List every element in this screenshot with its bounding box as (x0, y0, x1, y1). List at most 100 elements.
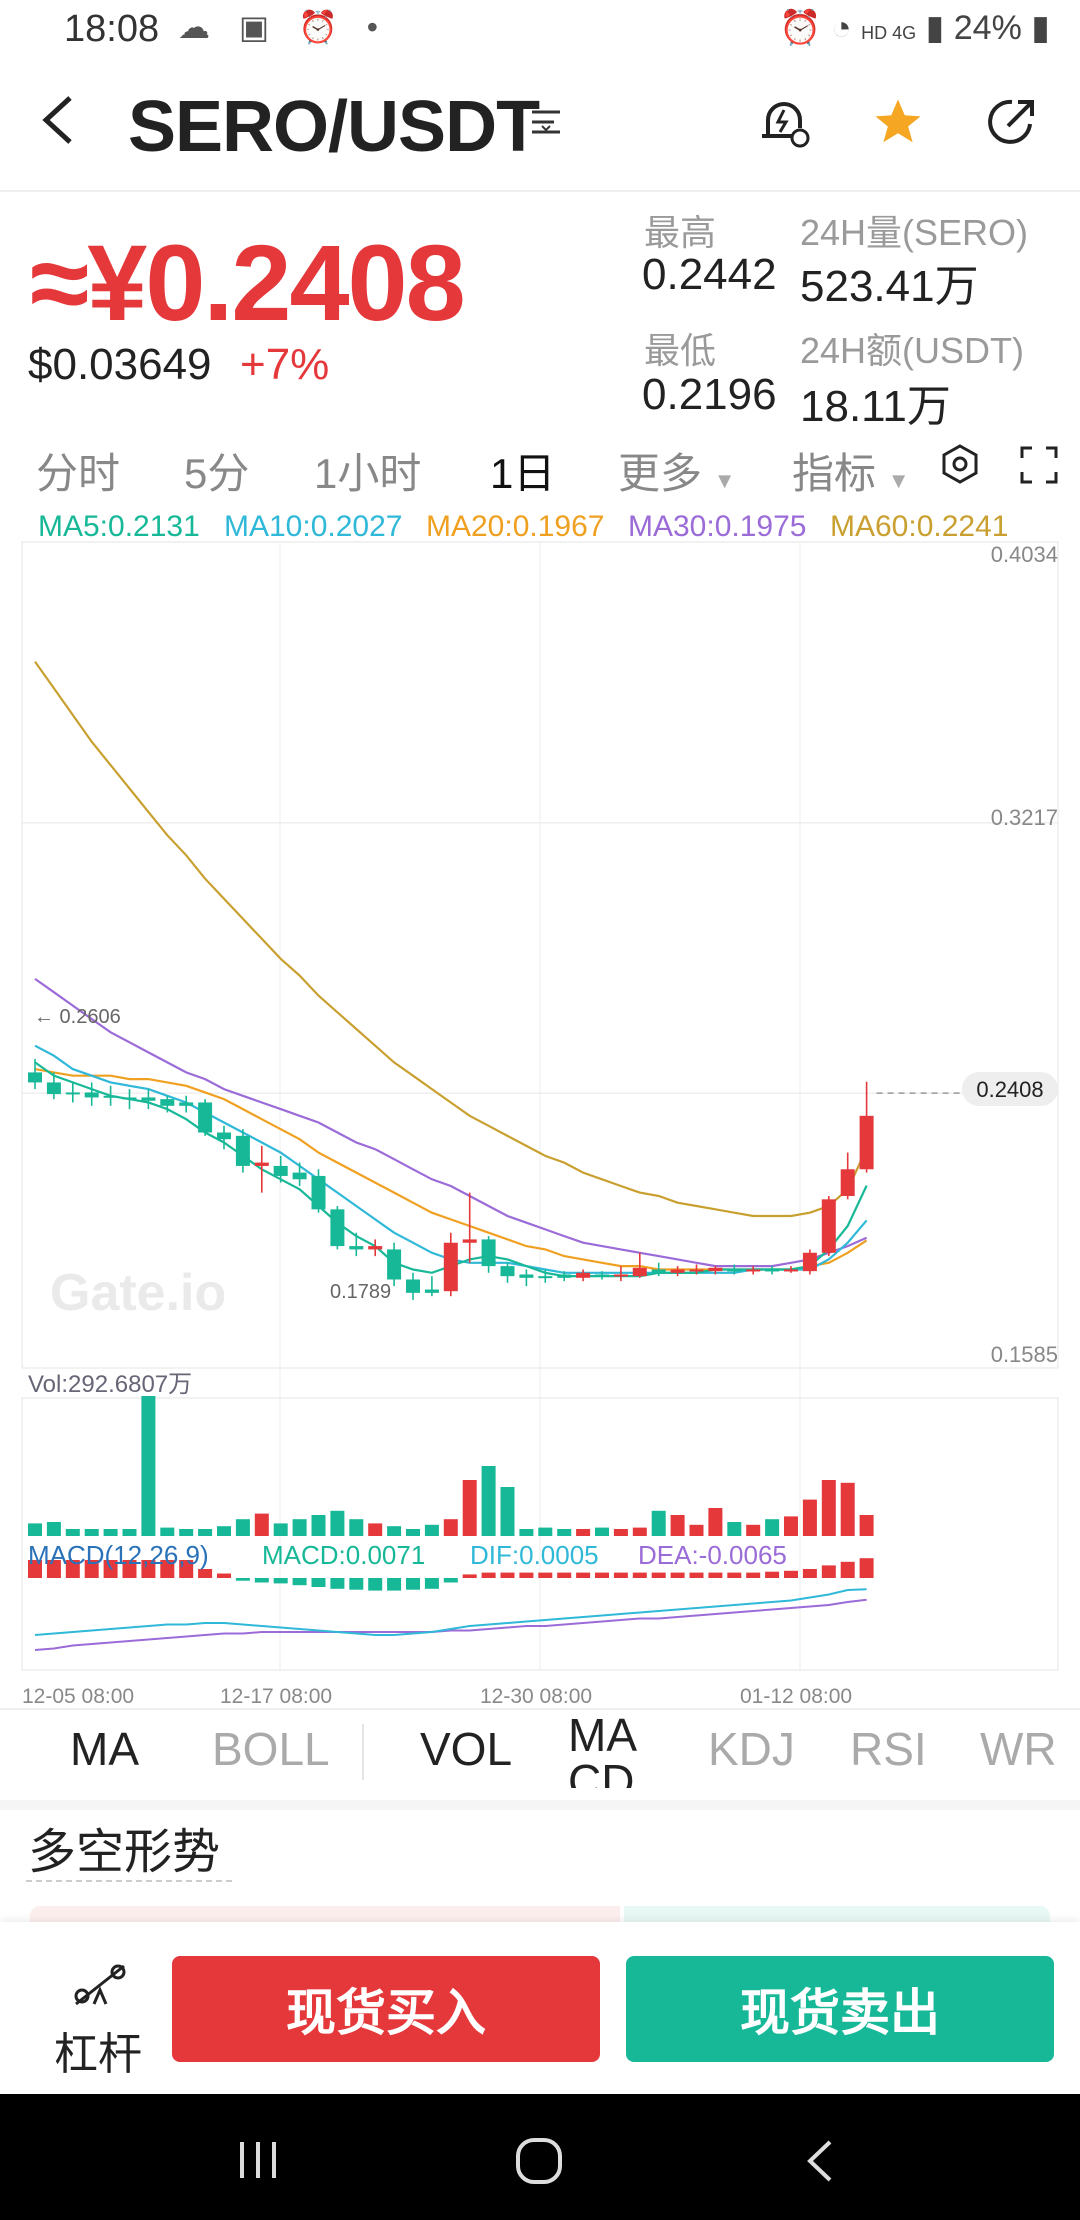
macd-bar (198, 1569, 213, 1578)
ma-lines (34, 660, 868, 1278)
battery-icon: ▮ (1031, 9, 1050, 47)
pair-title[interactable]: SERO/USDT (128, 87, 540, 167)
y-tick-label: 0.3217 (991, 805, 1058, 830)
network-type: HD 4G (861, 23, 917, 43)
section-underline (26, 1880, 232, 1882)
status-time: 18:08 (64, 8, 160, 50)
candle-body (595, 1274, 609, 1277)
volume-bar (595, 1527, 609, 1536)
macd-bar (689, 1572, 704, 1578)
back-icon[interactable] (38, 90, 78, 160)
candle-body (576, 1272, 591, 1278)
leverage-label[interactable]: 杠杆 (54, 2030, 142, 2079)
volume-bar (708, 1508, 723, 1536)
chart-grid (21, 541, 1059, 1671)
volume-bar (821, 1480, 836, 1536)
tab-1day[interactable]: 1日 (490, 450, 556, 497)
macd-bar (273, 1578, 288, 1584)
spot-buy-button[interactable]: 现货买入 (172, 1956, 600, 2062)
candle-body (519, 1274, 534, 1278)
last-price-tag (962, 1072, 1058, 1106)
candle-body (651, 1269, 666, 1273)
tab-1hour[interactable]: 1小时 (314, 450, 422, 497)
tab-wr[interactable]: WR (980, 1723, 1057, 1775)
volume-bar (424, 1524, 439, 1536)
macd-bar (349, 1578, 364, 1590)
ma30-line (34, 978, 868, 1268)
candle-body (387, 1249, 402, 1280)
volume-bar (387, 1526, 402, 1536)
volume-bar (46, 1522, 61, 1536)
dif-value: DIF:0.0005 (470, 1540, 599, 1570)
volume-bar (651, 1510, 666, 1536)
volume-bars (28, 1396, 874, 1536)
macd-bar (330, 1578, 345, 1589)
volume-bar (519, 1529, 534, 1536)
chevron-down-icon: ▼ (713, 468, 736, 493)
tab-boll[interactable]: BOLL (212, 1723, 330, 1775)
candle-body (689, 1269, 704, 1272)
tab-ma[interactable]: MA (70, 1723, 139, 1775)
volume-bar (632, 1527, 647, 1536)
alert-icon[interactable] (752, 90, 816, 154)
tab-more[interactable]: 更多 ▼ (618, 440, 735, 501)
macd-bar (557, 1572, 572, 1578)
share-icon[interactable] (980, 90, 1044, 154)
home-icon[interactable] (514, 2136, 564, 2186)
volume-bar (330, 1510, 345, 1536)
volume-bar (273, 1523, 288, 1536)
x-tick-label: 12-30 08:00 (480, 1685, 592, 1708)
tab-timeshare[interactable]: 分时 (36, 450, 121, 497)
macd-bar (406, 1578, 420, 1590)
high-marker: ← 0.2606 (34, 1006, 121, 1028)
volume-bar (689, 1524, 704, 1536)
candle-body (122, 1097, 137, 1100)
macd-bar (576, 1572, 591, 1578)
tab-5min[interactable]: 5分 (184, 450, 250, 497)
ma5-legend: MA5:0.2131 (38, 510, 200, 543)
volume-bar (368, 1523, 383, 1536)
back-nav-icon[interactable] (800, 2138, 840, 2184)
volume-bar (198, 1529, 213, 1536)
candle-body (235, 1135, 250, 1166)
candle-body (198, 1102, 213, 1133)
tab-vol[interactable]: VOL (420, 1723, 513, 1775)
volume-bar (557, 1529, 572, 1536)
volume-bar (727, 1522, 742, 1536)
candle-body (217, 1132, 231, 1140)
candle-body (65, 1092, 80, 1095)
volume-bar (784, 1516, 798, 1536)
star-icon[interactable] (866, 90, 930, 154)
spot-sell-button[interactable]: 现货卖出 (626, 1956, 1054, 2062)
settings-icon[interactable] (940, 444, 980, 489)
candle-body (500, 1266, 515, 1277)
recent-apps-icon[interactable] (234, 2140, 282, 2180)
macd-histogram (28, 1558, 874, 1651)
tab-macd[interactable]: MACD (568, 1712, 637, 1788)
macd-bar (765, 1571, 780, 1578)
tab-kdj[interactable]: KDJ (708, 1723, 795, 1775)
fullscreen-icon[interactable] (1020, 446, 1058, 489)
candle-body (28, 1072, 42, 1083)
status-bar: 18:08 ☁ ▣ ⏰ • ⏰ ◔ HD 4G ▮ 24% ▮ (0, 0, 1080, 62)
macd-bar (160, 1560, 175, 1578)
macd-bar (387, 1578, 402, 1591)
tab-rsi[interactable]: RSI (850, 1723, 927, 1775)
wifi-icon: ◔ (831, 9, 852, 47)
macd-bar (368, 1578, 383, 1591)
candlestick-chart[interactable]: Gate.io 0.4034 0.3217 0.1585 0.2408 ← 0.… (0, 540, 1080, 1710)
volume-bar (122, 1529, 137, 1536)
tab-indicators[interactable]: 指标 ▼ (792, 440, 909, 501)
macd-bar (840, 1561, 855, 1578)
watermark: Gate.io (50, 1264, 226, 1322)
menu-icon[interactable] (528, 104, 564, 150)
macd-bar (217, 1573, 231, 1578)
vol-value: 523.41万 (800, 262, 979, 311)
candle-body (632, 1267, 647, 1277)
y-tick-label: 0.4034 (991, 542, 1058, 567)
leverage-icon[interactable] (72, 1960, 128, 2011)
candle-body (179, 1102, 194, 1106)
macd-bar (443, 1578, 458, 1583)
volume-bar (141, 1396, 156, 1536)
volume-bar (840, 1482, 855, 1536)
